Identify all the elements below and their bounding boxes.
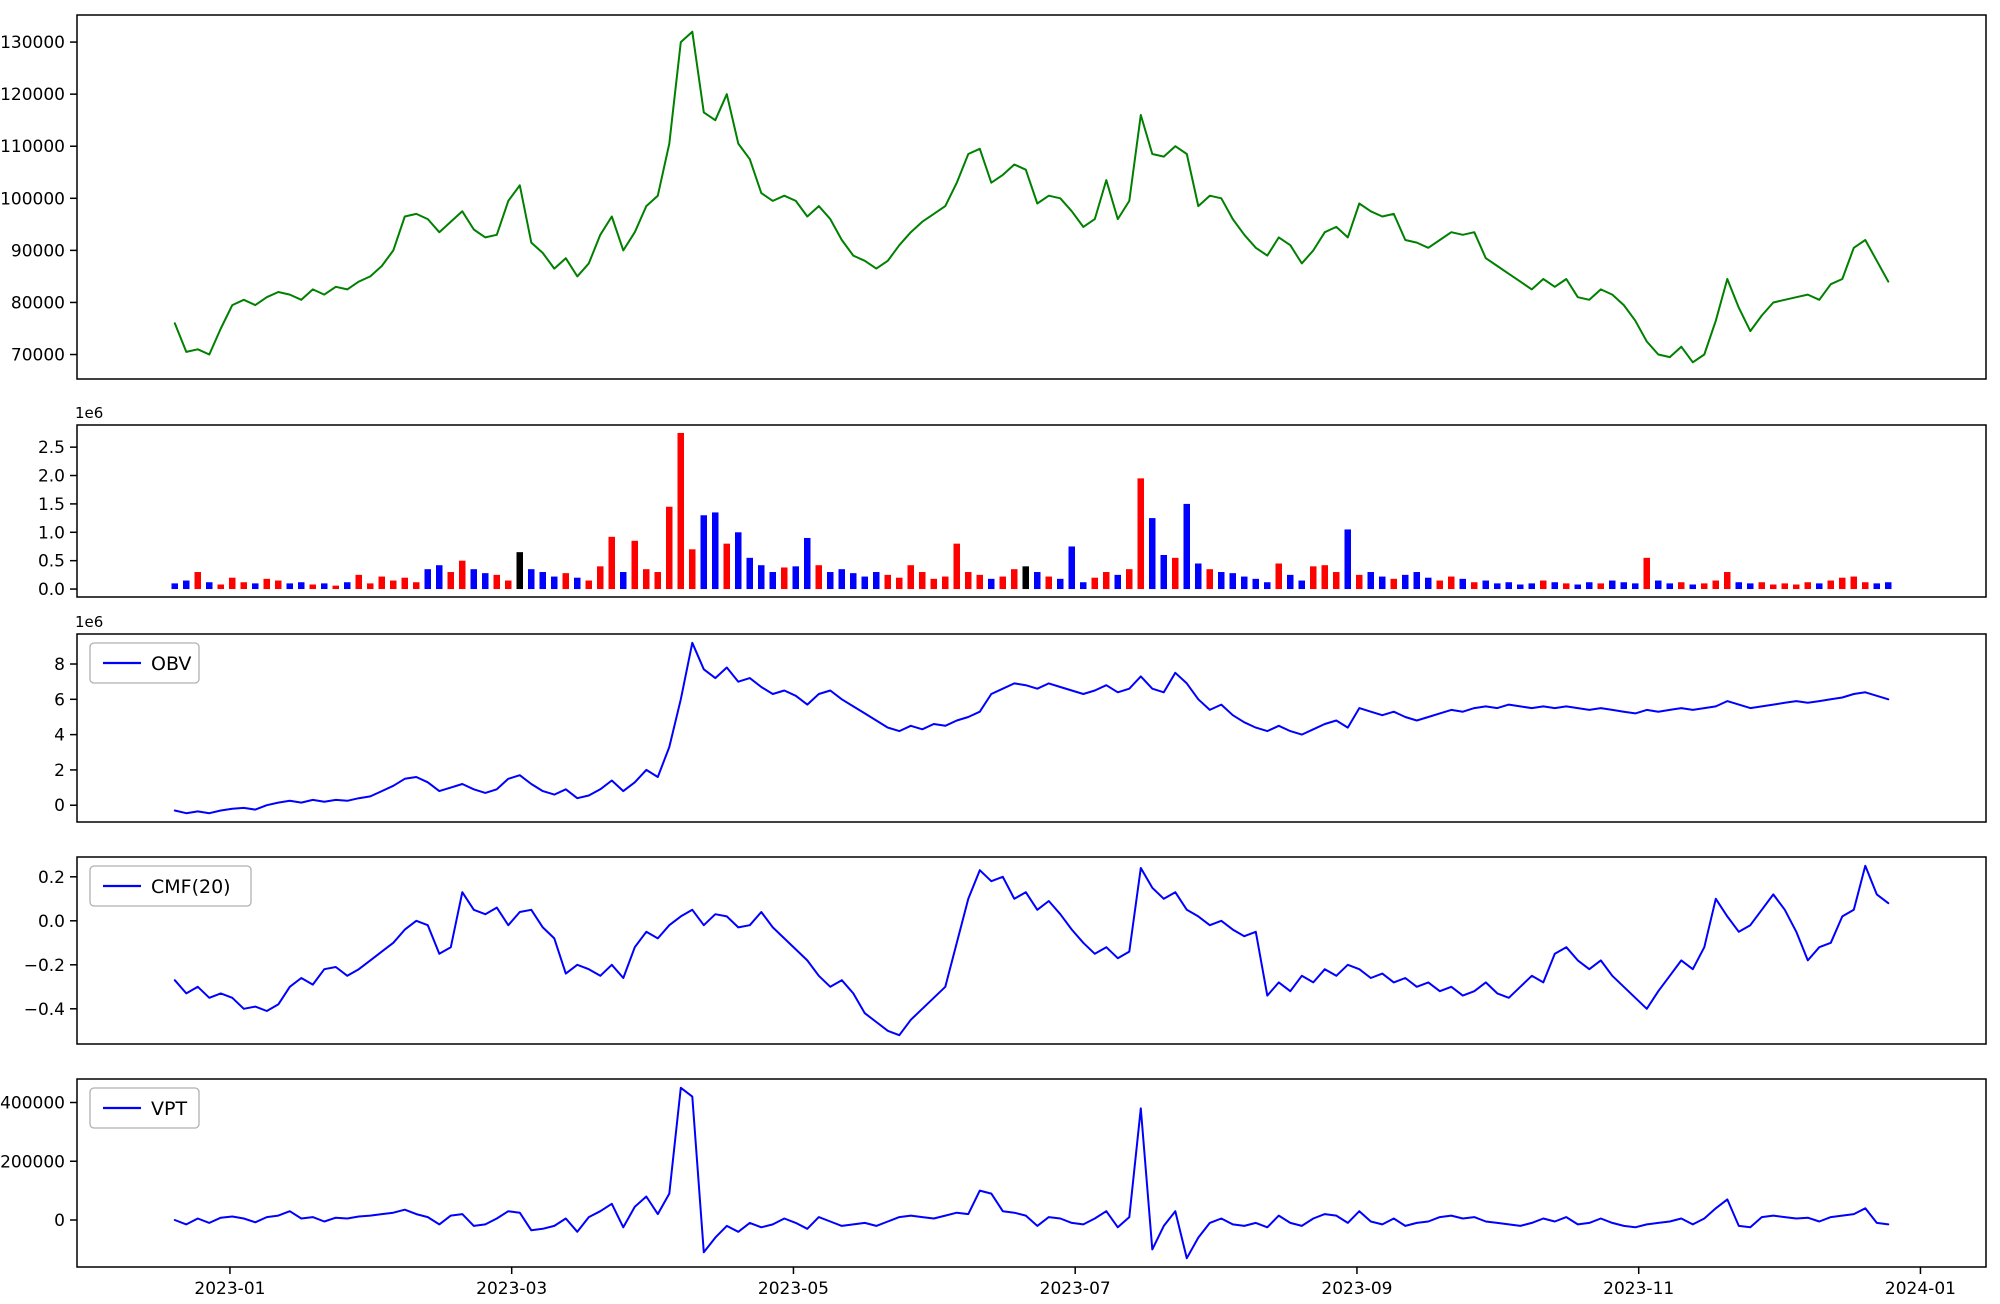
y-tick-label: 80000: [11, 293, 65, 313]
legend-label: VPT: [151, 1098, 187, 1120]
cmf-line: [173, 864, 1890, 1037]
y-tick-label: 90000: [11, 241, 65, 261]
x-tick-label: 2023-09: [1321, 1279, 1392, 1299]
obv-panel: 0 2 4 6 8 1e6 OBV: [54, 613, 1987, 823]
vpt-axes-box: [76, 1078, 1987, 1268]
volume-bars: [171, 432, 1892, 590]
y-tick-label: 0.2: [38, 868, 65, 888]
y-tick-label: 400000: [0, 1094, 65, 1114]
y-tick-label: 100000: [0, 189, 65, 209]
y-tick-label: 0.5: [38, 552, 65, 572]
price-y-axis: 70000 80000 90000 100000 110000 120000 130000: [0, 33, 77, 366]
legend-label: OBV: [151, 653, 191, 675]
price-line: [173, 30, 1890, 364]
price-axes-box: [76, 14, 1987, 380]
y-tick-label: 0: [54, 796, 65, 816]
vpt-y-axis: 0 200000 400000: [0, 1094, 77, 1231]
obv-legend: OBV: [89, 642, 200, 684]
x-tick-label: 2023-01: [194, 1279, 265, 1299]
cmf-legend: CMF(20): [89, 865, 252, 907]
volume-panel: 0.0 0.5 1.0 1.5 2.0 2.5 1e6: [38, 404, 1987, 600]
y-tick-label: 200000: [0, 1152, 65, 1172]
cmf-y-axis: −0.4 −0.2 0.0 0.2: [24, 868, 77, 1020]
x-tick-label: 2023-07: [1040, 1279, 1111, 1299]
cmf-axes-box: [76, 856, 1987, 1045]
y-tick-label: 0.0: [38, 912, 65, 932]
y-tick-label: 1.5: [38, 495, 65, 515]
y-tick-label: 2.5: [38, 438, 65, 458]
x-tick-label: 2024-01: [1885, 1279, 1956, 1299]
x-tick-label: 2023-03: [476, 1279, 547, 1299]
obv-y-axis: 0 2 4 6 8: [54, 655, 77, 816]
x-tick-label: 2023-11: [1603, 1279, 1674, 1299]
vpt-line: [173, 1086, 1890, 1260]
y-tick-label: 130000: [0, 33, 65, 53]
legend-label: CMF(20): [151, 876, 231, 898]
y-tick-label: −0.4: [24, 1000, 65, 1020]
axis-scale-label: 1e6: [75, 404, 103, 422]
obv-line: [173, 641, 1890, 815]
cmf-panel: −0.4 −0.2 0.0 0.2 CMF(20): [24, 856, 1987, 1045]
y-tick-label: 110000: [0, 137, 65, 157]
y-tick-label: 1.0: [38, 523, 65, 543]
x-axis: 2023-01 2023-03 2023-05 2023-07 2023-09 2023-…: [194, 1267, 1956, 1299]
price-panel: 70000 80000 90000 100000 110000 120000 130000: [0, 14, 1987, 380]
y-tick-label: 8: [54, 655, 65, 675]
y-tick-label: 6: [54, 690, 65, 710]
x-tick-label: 2023-05: [758, 1279, 829, 1299]
y-tick-label: 4: [54, 726, 65, 746]
y-tick-label: 2.0: [38, 467, 65, 487]
y-tick-label: −0.2: [24, 956, 65, 976]
y-tick-label: 2: [54, 761, 65, 781]
y-tick-label: 70000: [11, 346, 65, 366]
volume-axes-box: [76, 424, 1987, 598]
vpt-legend: VPT: [89, 1087, 200, 1129]
volume-y-axis: 0.0 0.5 1.0 1.5 2.0 2.5: [38, 438, 77, 600]
y-tick-label: 0: [54, 1211, 65, 1231]
obv-axes-box: [76, 633, 1987, 823]
y-tick-label: 120000: [0, 85, 65, 105]
y-tick-label: 0.0: [38, 580, 65, 600]
axis-scale-label: 1e6: [75, 613, 103, 631]
